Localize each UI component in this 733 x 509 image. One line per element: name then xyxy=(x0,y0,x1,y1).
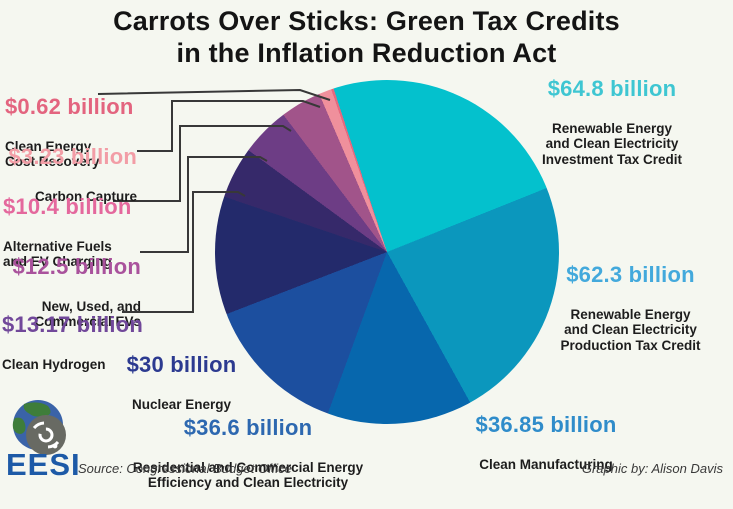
slice-name: Residential and Commercial Energy Effici… xyxy=(132,460,364,491)
slice-label-investment-tax-credit: $64.8 billion Renewable Energy and Clean… xyxy=(502,60,722,185)
slice-amount: $64.8 billion xyxy=(547,76,677,101)
slice-name: Renewable Energy and Clean Electricity P… xyxy=(560,307,701,353)
slice-name: Carbon Capture xyxy=(34,189,137,204)
slice-amount: $12.5 billion xyxy=(12,254,141,279)
slice-amount: $0.62 billion xyxy=(5,94,134,119)
slice-name: Renewable Energy and Clean Electricity I… xyxy=(541,121,683,167)
credit-text: Graphic by: Alison Davis xyxy=(581,461,723,476)
slice-name: Clean Hydrogen xyxy=(2,357,106,372)
slice-amount: $10.4 billion xyxy=(3,194,132,219)
slice-name: Alternative Fuels and EV Charging xyxy=(3,239,112,270)
slice-label-alternative-fuels: $10.4 billion Alternative Fuels and EV C… xyxy=(3,178,183,288)
slice-amount: $36.85 billion xyxy=(475,412,617,437)
page-title: Carrots Over Sticks: Green Tax Credits i… xyxy=(113,6,620,68)
slice-name: Clean Energy Cost Recovery xyxy=(5,139,100,170)
slice-label-nuclear-energy: $30 billion Nuclear Energy xyxy=(104,336,259,430)
slice-label-evs: $12.5 billion New, Used, and Commercial … xyxy=(0,238,141,348)
slice-amount: $13.17 billion xyxy=(2,312,143,337)
slice-label-carbon-capture: $3.23 billion Carbon Capture xyxy=(0,128,137,222)
slice-label-clean-manufacturing: $36.85 billion Clean Manufacturing xyxy=(436,396,656,490)
slice-label-residential-commercial: $36.6 billion Residential and Commercial… xyxy=(117,399,379,509)
slice-name: Nuclear Energy xyxy=(131,397,232,412)
slice-label-clean-energy-cost-recovery: $0.62 billion Clean Energy Cost Recovery xyxy=(5,78,185,188)
eesi-wordmark: EESI xyxy=(6,447,81,482)
slice-name: Clean Manufacturing xyxy=(479,457,613,472)
slice-amount: $3.23 billion xyxy=(8,144,137,169)
eesi-globe-icon xyxy=(12,400,66,455)
slice-name: New, Used, and Commercial EVs xyxy=(34,299,141,330)
slice-amount: $36.6 billion xyxy=(183,415,313,440)
slice-amount: $62.3 billion xyxy=(566,262,695,287)
source-text: Source: Congressional Budget Office xyxy=(78,461,292,476)
slice-amount: $30 billion xyxy=(126,352,237,377)
slice-label-clean-hydrogen: $13.17 billion Clean Hydrogen xyxy=(2,296,182,390)
slice-label-production-tax-credit: $62.3 billion Renewable Energy and Clean… xyxy=(523,246,733,371)
